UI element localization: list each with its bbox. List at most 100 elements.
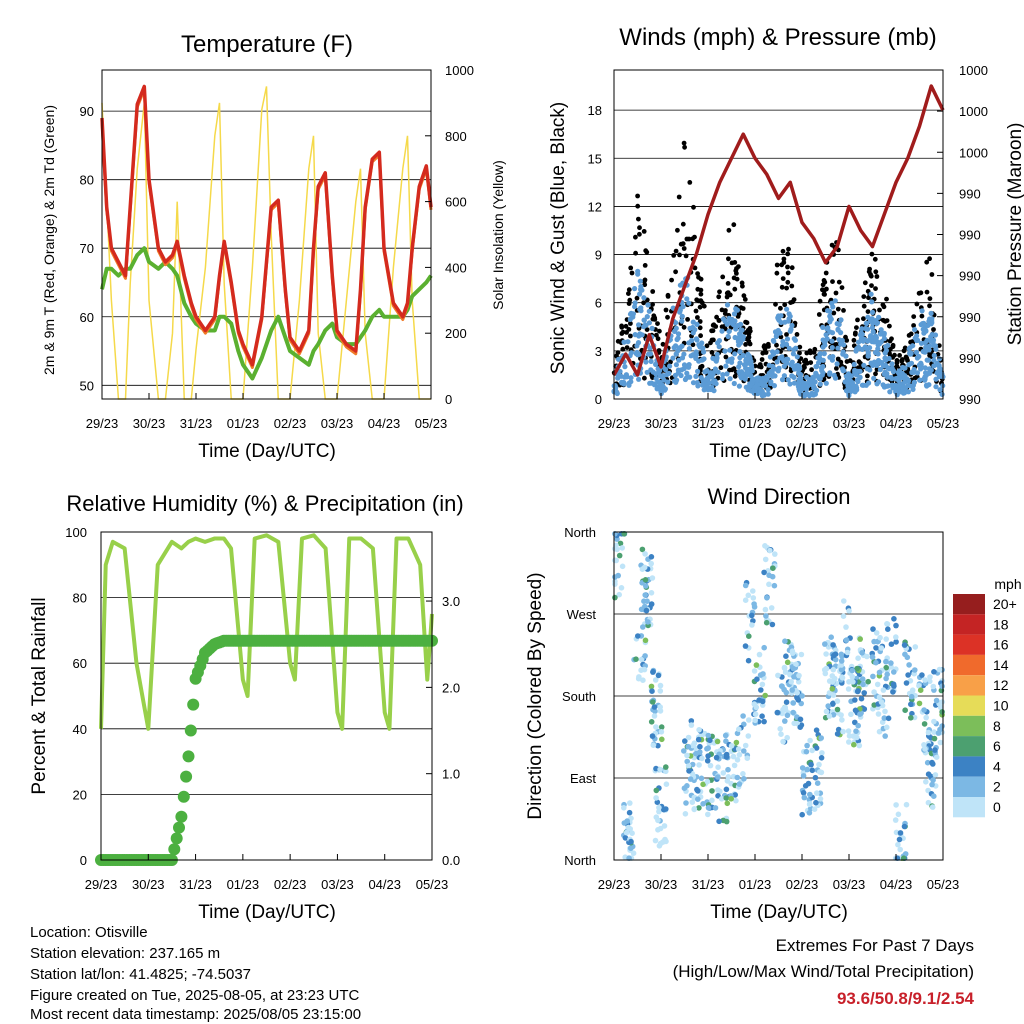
direction-point	[873, 630, 880, 636]
y-right-tick-label: 990	[959, 269, 981, 284]
y-right-tick-label: 1000	[959, 104, 988, 119]
wind-point	[733, 306, 739, 312]
gust-point	[789, 283, 795, 289]
direction-point	[762, 606, 769, 613]
gust-point	[936, 343, 942, 348]
wind-point	[906, 362, 912, 368]
direction-point	[865, 678, 871, 685]
direction-point	[939, 699, 945, 705]
wind-point	[756, 389, 762, 395]
direction-point	[736, 726, 742, 732]
wind-point	[726, 315, 732, 321]
wind-point	[740, 370, 746, 377]
wind-point	[917, 377, 923, 383]
direction-point	[736, 752, 743, 758]
wind-point	[719, 328, 725, 334]
wind-point	[799, 386, 805, 392]
wind-point	[839, 337, 845, 344]
wind-point	[919, 308, 925, 314]
direction-point	[791, 720, 797, 727]
gust-point	[680, 221, 686, 227]
direction-point	[762, 692, 768, 699]
x-tick-label: 03/23	[833, 416, 866, 431]
gust-point	[916, 290, 922, 296]
wind-point	[889, 361, 895, 367]
wind-point	[888, 374, 894, 380]
x-tick-label: 31/23	[692, 416, 725, 431]
temperature-ylabel: 2m & 9m T (Red, Orange) & 2m Td (Green)	[41, 105, 57, 375]
gust-point	[698, 298, 704, 304]
gust-point	[698, 364, 703, 370]
direction-point	[826, 713, 833, 719]
direction-point	[659, 736, 665, 743]
legend-swatch	[953, 594, 985, 615]
wind-point	[842, 379, 848, 385]
direction-point	[686, 768, 692, 774]
direction-point	[683, 800, 689, 806]
gust-point	[763, 350, 769, 355]
direction-point	[888, 660, 894, 666]
gust-point	[620, 329, 626, 335]
gust-point	[671, 253, 677, 258]
direction-point	[912, 667, 918, 673]
gust-point	[741, 293, 747, 299]
direction-point	[655, 817, 661, 824]
direction-point	[790, 700, 797, 706]
gust-point	[660, 341, 666, 347]
wind-point	[776, 365, 782, 371]
direction-point	[895, 811, 902, 818]
gust-point	[637, 225, 642, 231]
direction-point	[744, 755, 751, 761]
wind-point	[771, 338, 777, 344]
direction-point	[818, 755, 825, 761]
y-tick-label: 9	[595, 248, 602, 263]
gust-point	[773, 301, 778, 307]
direction-point	[846, 739, 852, 745]
direction-point	[834, 706, 841, 713]
wind-point	[874, 362, 880, 368]
gust-point	[919, 313, 925, 319]
wind-point	[737, 360, 743, 366]
direction-point	[728, 796, 734, 802]
x-tick-label: 29/23	[85, 877, 118, 892]
direction-point	[789, 687, 795, 693]
wind-point	[928, 334, 934, 340]
direction-point	[893, 634, 899, 640]
direction-point	[657, 766, 663, 773]
direction-point	[770, 565, 776, 571]
direction-point	[892, 817, 899, 823]
direction-point	[641, 564, 648, 571]
wind-point	[781, 363, 787, 369]
gust-point	[626, 291, 631, 296]
direction-point	[830, 642, 836, 648]
gust-point	[807, 348, 813, 354]
direction-point	[745, 733, 752, 739]
gust-point	[697, 325, 703, 331]
gust-point	[861, 303, 867, 309]
gust-point	[924, 289, 930, 295]
direction-point	[921, 742, 927, 748]
direction-point	[812, 774, 819, 781]
y-right-tick-label: 990	[959, 351, 981, 366]
wind-point	[702, 369, 708, 375]
direction-point	[656, 843, 663, 849]
direction-point	[838, 712, 844, 718]
direction-point	[813, 745, 820, 751]
x-tick-label: 01/23	[739, 877, 772, 892]
gust-point	[929, 272, 935, 277]
wind-point	[675, 331, 682, 337]
gust-point	[742, 297, 748, 302]
gust-point	[731, 222, 737, 228]
wind-point	[723, 363, 729, 369]
direction-point	[845, 728, 852, 734]
wind-point	[672, 328, 678, 334]
wind-point	[680, 304, 686, 310]
direction-point	[642, 551, 648, 557]
wind-point	[747, 383, 753, 389]
direction-point	[830, 666, 837, 673]
gust-point	[927, 256, 932, 262]
y-tick-label: 20	[73, 787, 87, 802]
wind-point	[864, 320, 870, 327]
wind-point	[873, 335, 880, 341]
wind-point	[727, 376, 733, 382]
